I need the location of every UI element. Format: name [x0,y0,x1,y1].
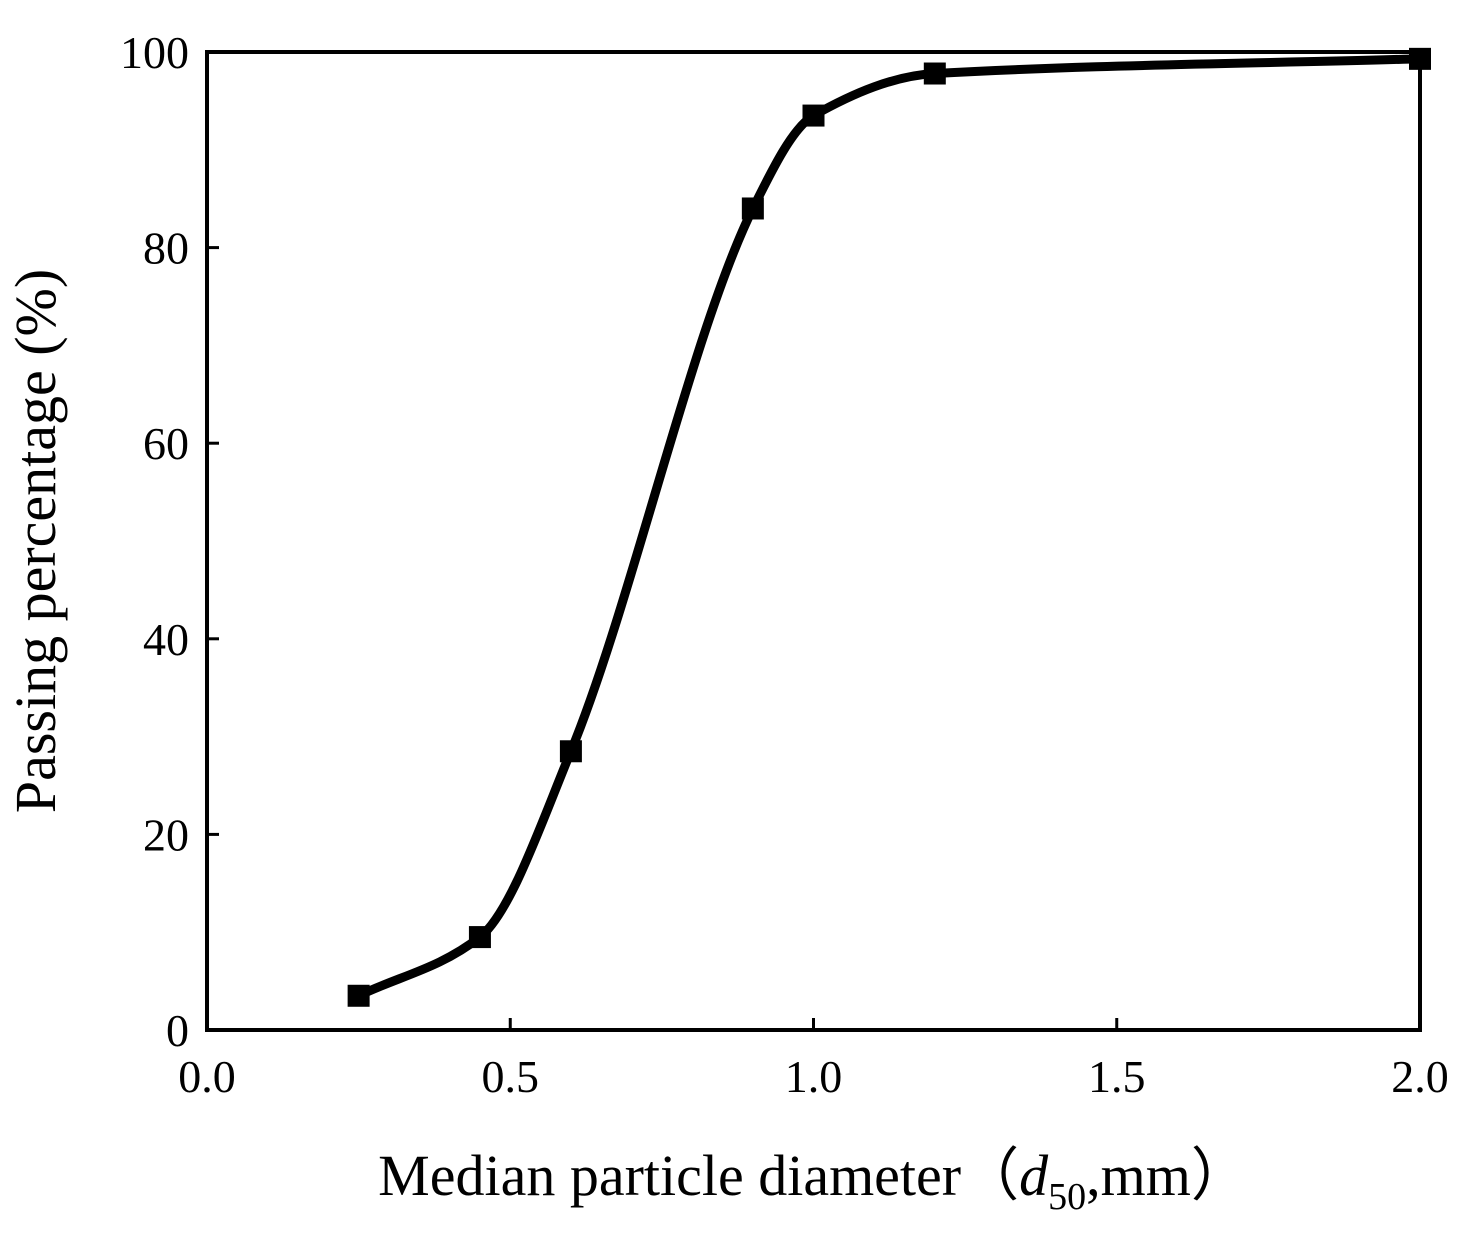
data-point-marker [802,104,825,127]
x-axis-title: Median particle diameter（d50,mm） [378,1143,1249,1218]
series-markers [347,47,1431,1007]
y-tick-label: 100 [120,27,189,78]
data-point-marker [741,197,764,220]
data-point-marker [923,62,946,85]
data-point-marker [468,926,491,949]
series-line [354,54,1425,1001]
y-axis-title: Passing percentage (%) [3,269,68,813]
x-tick-label: 1.0 [785,1051,843,1102]
x-axis-title-prefix: Median particle diameter（ [378,1143,1019,1208]
x-axis-title-subscript: 50 [1048,1176,1086,1218]
x-axis-title-suffix: ,mm） [1086,1143,1249,1208]
y-tick-label: 0 [166,1005,189,1056]
data-point-marker [559,740,582,763]
x-axis-title-variable: d [1019,1143,1049,1208]
plot-area-frame [205,50,1422,1032]
y-tick-label: 60 [143,418,189,469]
y-tick-label: 40 [143,614,189,665]
x-tick-label: 1.5 [1088,1051,1146,1102]
x-axis-tick-labels: 0.0 0.5 1.0 1.5 2.0 [178,1051,1449,1102]
y-axis-tick-labels: 0 20 40 60 80 100 [120,27,189,1056]
data-point-marker [347,984,370,1007]
x-tick-label: 0.5 [482,1051,540,1102]
y-tick-label: 80 [143,223,189,274]
x-tick-label: 2.0 [1391,1051,1449,1102]
y-tick-label: 20 [143,809,189,860]
x-tick-label: 0.0 [178,1051,236,1102]
